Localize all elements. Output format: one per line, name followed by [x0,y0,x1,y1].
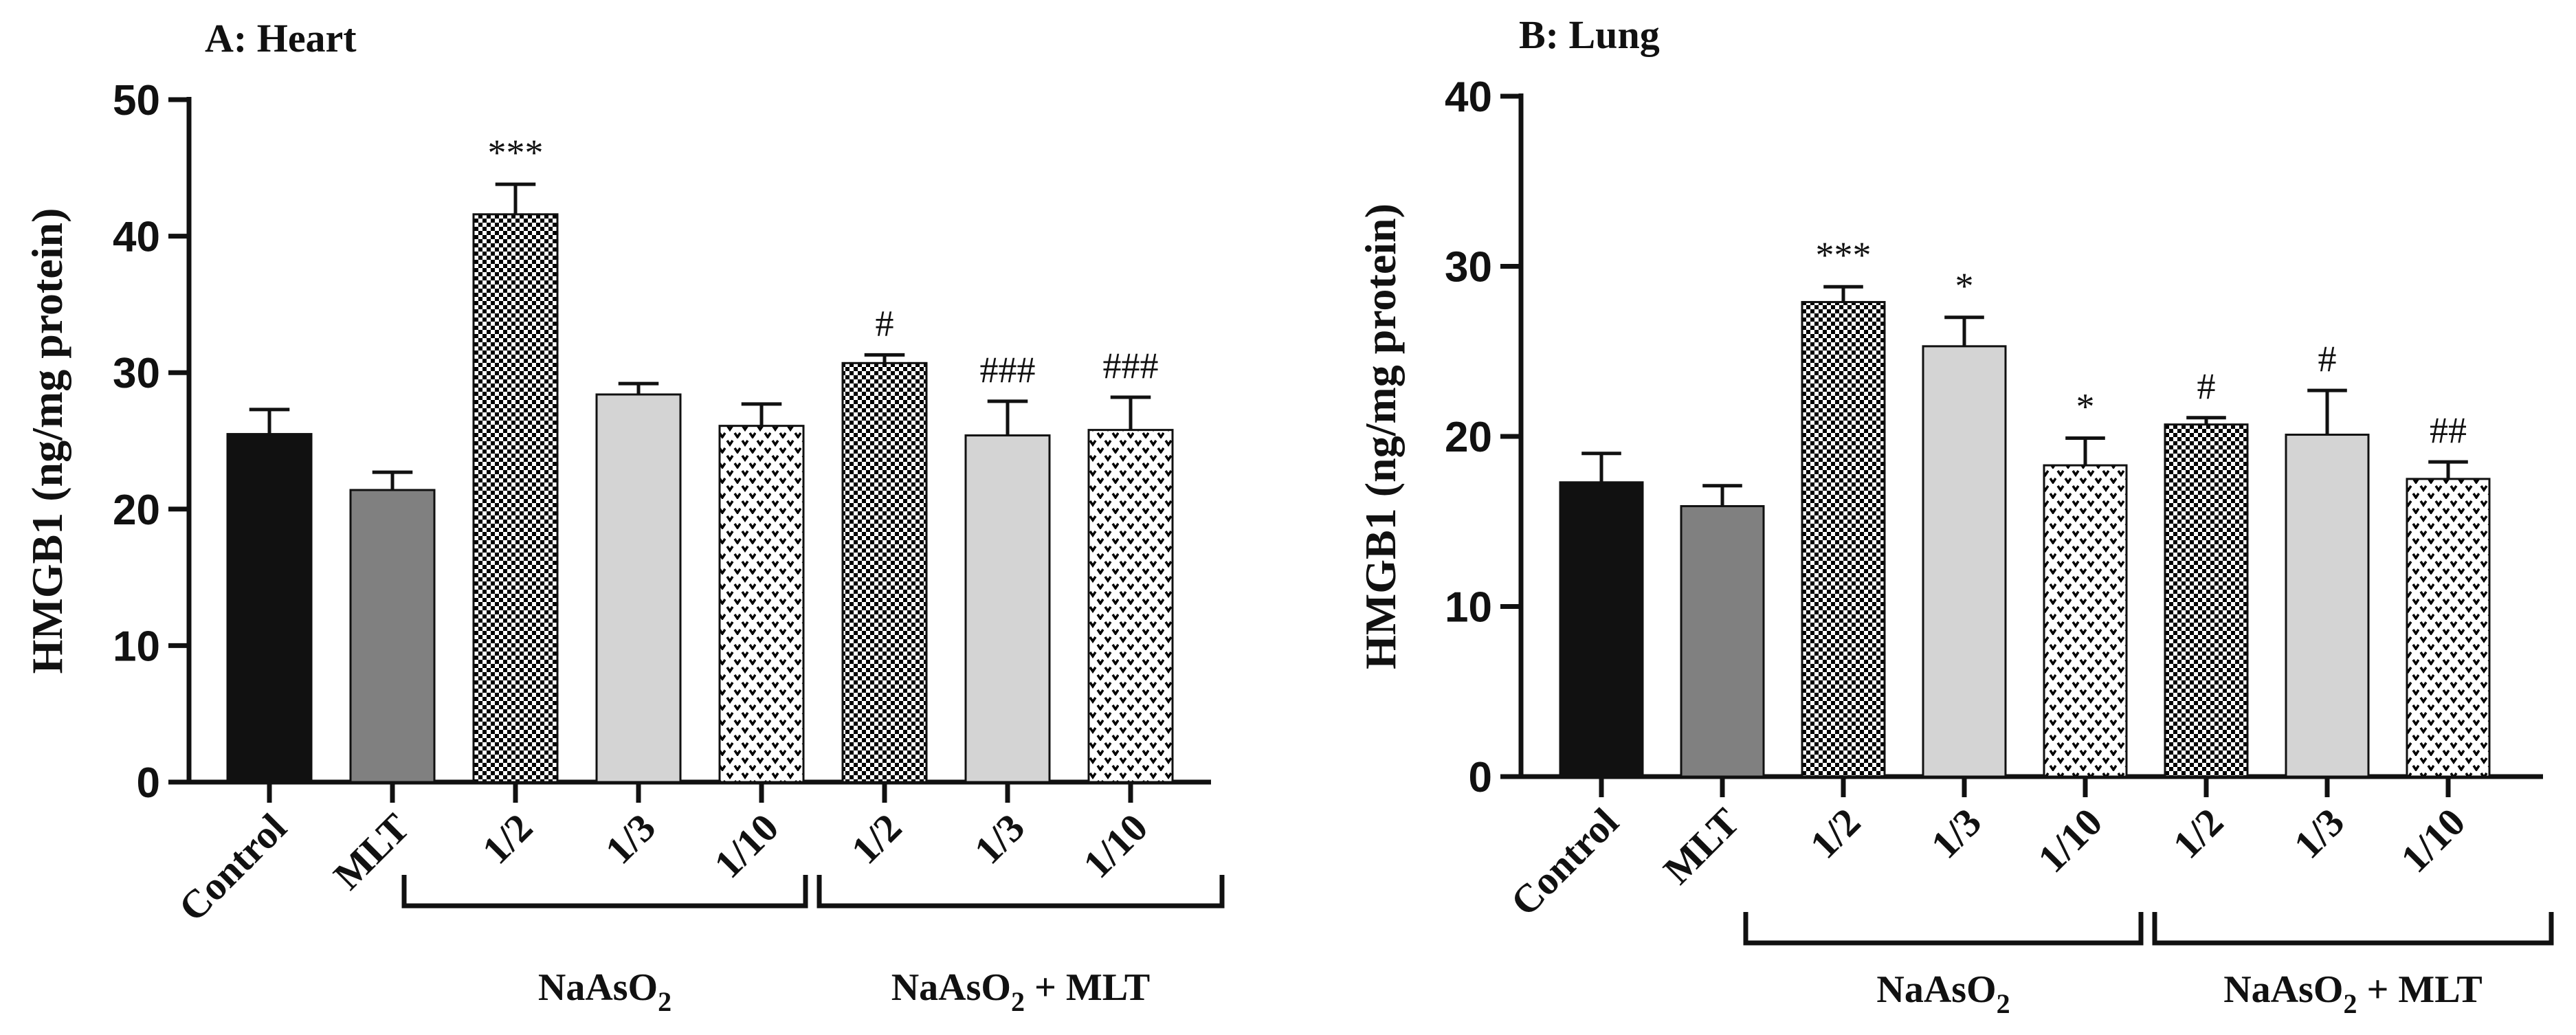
group-bracket [1743,912,2144,946]
bar [964,434,1051,783]
x-tick-label: Control [1502,799,1627,924]
group-label: NaAsO2 + MLT [891,966,1151,1017]
group-label: NaAsO2 [538,966,671,1017]
y-tick-label: 20 [1445,414,1492,461]
bar [595,393,682,783]
x-tick-label: 1/3 [1922,799,1990,867]
significance-label: # [2197,366,2216,407]
bar [1801,300,1886,778]
y-tick-label: 20 [113,487,160,534]
group-bracket [817,875,1225,909]
bar [349,489,436,783]
significance-label: * [1955,265,1974,307]
x-tick-label: 1/10 [2029,799,2111,881]
bar [472,213,559,783]
x-tick-label: 1/2 [474,805,541,872]
bar [1922,345,2007,778]
y-axis-label: HMGB1 (ng/mg protein) [23,208,71,674]
bar [1680,504,1765,778]
significance-label: *** [1816,234,1872,276]
bar [718,425,805,783]
significance-label: ## [2430,410,2467,451]
x-tick-label: 1/10 [1074,805,1156,887]
x-tick-label: 1/2 [2164,799,2232,867]
y-tick-label: 30 [1445,244,1492,291]
significance-label: *** [488,132,544,173]
group-label: NaAsO2 [1876,968,2010,1019]
y-tick-label: 30 [113,350,160,397]
y-tick-label: 10 [113,623,160,670]
bar [1559,481,1644,778]
panel-heart: A: Heart HMGB1 (ng/mg protein) 0 10 20 30 40 50… [23,16,1225,1017]
chart-title: A: Heart [205,16,357,60]
x-tick-label: 1/2 [1801,799,1869,867]
x-tick-label: 1/2 [843,805,910,872]
x-tick-label: 1/3 [597,805,664,872]
y-tick-label: 40 [1445,74,1492,121]
group-label: NaAsO2 + MLT [2223,968,2483,1019]
bar [1087,429,1174,783]
significance-label: # [876,302,894,344]
group-bracket [401,875,808,909]
y-tick-label: 50 [113,77,160,124]
chart-title: B: Lung [1519,12,1660,57]
significance-label: ### [980,349,1036,390]
bar [841,361,928,783]
x-tick-label: 1/10 [2392,799,2474,881]
x-tick-label: 1/3 [966,805,1033,872]
y-axis-label: HMGB1 (ng/mg protein) [1356,203,1405,669]
y-tick-label: 10 [1445,584,1492,632]
y-tick-label: 0 [1469,754,1492,801]
bar [2406,478,2491,778]
significance-label: * [2076,386,2095,427]
bar [2164,423,2249,778]
significance-label: ### [1103,345,1159,386]
bar [2043,464,2128,778]
x-tick-label: MLT [1655,799,1748,893]
significance-label: # [2318,338,2337,379]
bar [2285,434,2370,778]
y-tick-label: 0 [137,759,160,807]
x-tick-label: Control [170,805,295,930]
group-bracket [2152,912,2554,946]
x-tick-label: 1/10 [705,805,787,887]
bar [226,433,313,783]
x-tick-label: 1/3 [2285,799,2353,867]
panel-lung: B: Lung HMGB1 (ng/mg protein) 0 10 20 30 40 Con… [1356,12,2554,1019]
y-tick-label: 40 [113,214,160,261]
